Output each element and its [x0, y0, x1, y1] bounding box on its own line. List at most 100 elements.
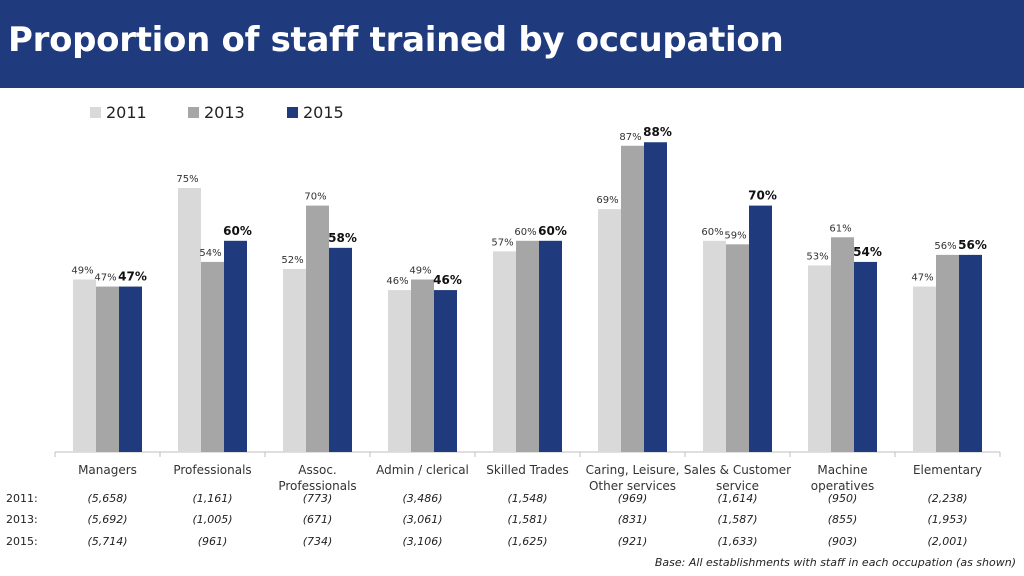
- base-count-2-3: (3,106): [402, 535, 442, 548]
- base-count-1-2: (671): [303, 513, 333, 526]
- bar-2013-1: [201, 261, 224, 452]
- legend-item-2015: 2015: [287, 103, 344, 122]
- category-label-line: Assoc.: [298, 463, 336, 477]
- legend-item-2011: 2011: [90, 103, 147, 122]
- base-count-2-5: (921): [618, 535, 648, 548]
- data-label-2013-4: 60%: [514, 227, 536, 238]
- data-label-2011-0: 49%: [71, 266, 93, 277]
- base-count-1-1: (1,005): [192, 513, 232, 526]
- category-label-line: Elementary: [913, 463, 982, 477]
- bar-2013-0: [96, 286, 119, 452]
- data-label-2013-0: 47%: [94, 273, 116, 284]
- base-count-1-7: (855): [828, 513, 858, 526]
- legend-label-2011: 2011: [106, 103, 147, 122]
- base-count-0-6: (1,614): [717, 492, 757, 505]
- category-label-5: Caring, Leisure, Other services: [586, 463, 680, 493]
- bar-2015-2: [329, 247, 352, 452]
- bar-2011-3: [388, 290, 411, 452]
- data-label-2011-8: 47%: [911, 273, 933, 284]
- legend-label-2013: 2013: [204, 103, 245, 122]
- data-label-2015-6: 70%: [748, 189, 777, 203]
- bar-2011-6: [703, 240, 726, 452]
- bar-2013-2: [306, 205, 329, 452]
- base-count-0-1: (1,161): [192, 492, 232, 505]
- bar-2015-4: [539, 240, 562, 452]
- data-label-2015-4: 60%: [538, 224, 567, 238]
- legend-swatch-2011: [90, 107, 101, 118]
- bar-2015-7: [854, 261, 877, 452]
- base-count-0-5: (969): [618, 492, 648, 505]
- bar-2015-3: [434, 290, 457, 452]
- bar-2015-0: [119, 286, 142, 452]
- bar-2013-6: [726, 244, 749, 452]
- data-label-2015-1: 60%: [223, 224, 252, 238]
- bar-2013-5: [621, 145, 644, 452]
- bar-2013-3: [411, 279, 434, 452]
- base-count-1-8: (1,953): [927, 513, 967, 526]
- bar-2015-8: [959, 254, 982, 452]
- bar-2011-5: [598, 209, 621, 452]
- bar-2013-7: [831, 237, 854, 452]
- data-label-2011-2: 52%: [281, 255, 303, 266]
- base-count-2-8: (2,001): [927, 535, 967, 548]
- bar-2011-2: [283, 268, 306, 452]
- base-count-2-2: (734): [303, 535, 333, 548]
- category-label-4: Skilled Trades: [486, 463, 569, 477]
- data-label-2013-6: 59%: [724, 230, 746, 241]
- base-count-1-6: (1,587): [717, 513, 757, 526]
- base-count-0-2: (773): [303, 492, 333, 505]
- base-count-1-0: (5,692): [87, 513, 127, 526]
- bar-2015-1: [224, 240, 247, 452]
- category-label-line: Professionals: [173, 463, 251, 477]
- bar-2013-4: [516, 240, 539, 452]
- bar-2015-5: [644, 142, 667, 453]
- data-label-2011-6: 60%: [701, 227, 723, 238]
- category-label-line: Other services: [589, 479, 676, 493]
- base-count-0-4: (1,548): [507, 492, 547, 505]
- data-label-2015-2: 58%: [328, 231, 357, 245]
- base-count-0-3: (3,486): [402, 492, 442, 505]
- category-label-3: Admin / clerical: [376, 463, 469, 477]
- bar-2011-7: [808, 265, 831, 452]
- data-label-2011-1: 75%: [176, 174, 198, 185]
- category-label-line: Admin / clerical: [376, 463, 469, 477]
- legend-item-2013: 2013: [188, 103, 245, 122]
- base-count-2-0: (5,714): [87, 535, 127, 548]
- base-count-1-4: (1,581): [507, 513, 547, 526]
- base-count-2-7: (903): [828, 535, 858, 548]
- data-label-2015-5: 88%: [643, 125, 672, 139]
- base-count-1-3: (3,061): [402, 513, 442, 526]
- data-label-2013-8: 56%: [934, 241, 956, 252]
- category-label-line: Machine: [817, 463, 867, 477]
- data-label-2013-5: 87%: [619, 132, 641, 143]
- data-label-2013-1: 54%: [199, 248, 221, 259]
- category-label-line: service: [716, 479, 759, 493]
- category-label-7: Machine operatives: [811, 463, 874, 493]
- legend-swatch-2015: [287, 107, 298, 118]
- page-title: Proportion of staff trained by occupatio…: [8, 20, 784, 60]
- category-label-8: Elementary: [913, 463, 982, 477]
- legend-label-2015: 2015: [303, 103, 344, 122]
- bar-2011-8: [913, 286, 936, 452]
- bar-2011-1: [178, 188, 201, 452]
- category-label-line: Professionals: [278, 479, 356, 493]
- base-row-label-1: 2013:: [6, 513, 38, 526]
- base-count-0-0: (5,658): [87, 492, 127, 505]
- base-row-label-0: 2011:: [6, 492, 38, 505]
- bar-2015-6: [749, 205, 772, 452]
- category-label-2: Assoc. Professionals: [278, 463, 356, 493]
- data-label-2015-0: 47%: [118, 270, 147, 284]
- data-label-2013-7: 61%: [829, 223, 851, 234]
- category-label-line: Skilled Trades: [486, 463, 569, 477]
- data-label-2011-5: 69%: [596, 195, 618, 206]
- data-label-2011-4: 57%: [491, 237, 513, 248]
- category-label-line: Managers: [78, 463, 137, 477]
- data-label-2011-7: 53%: [806, 251, 828, 262]
- category-label-line: operatives: [811, 479, 874, 493]
- category-label-1: Professionals: [173, 463, 251, 477]
- footnote: Base: All establishments with staff in e…: [654, 556, 1016, 569]
- base-count-2-1: (961): [198, 535, 228, 548]
- base-count-0-7: (950): [828, 492, 858, 505]
- category-label-0: Managers: [78, 463, 137, 477]
